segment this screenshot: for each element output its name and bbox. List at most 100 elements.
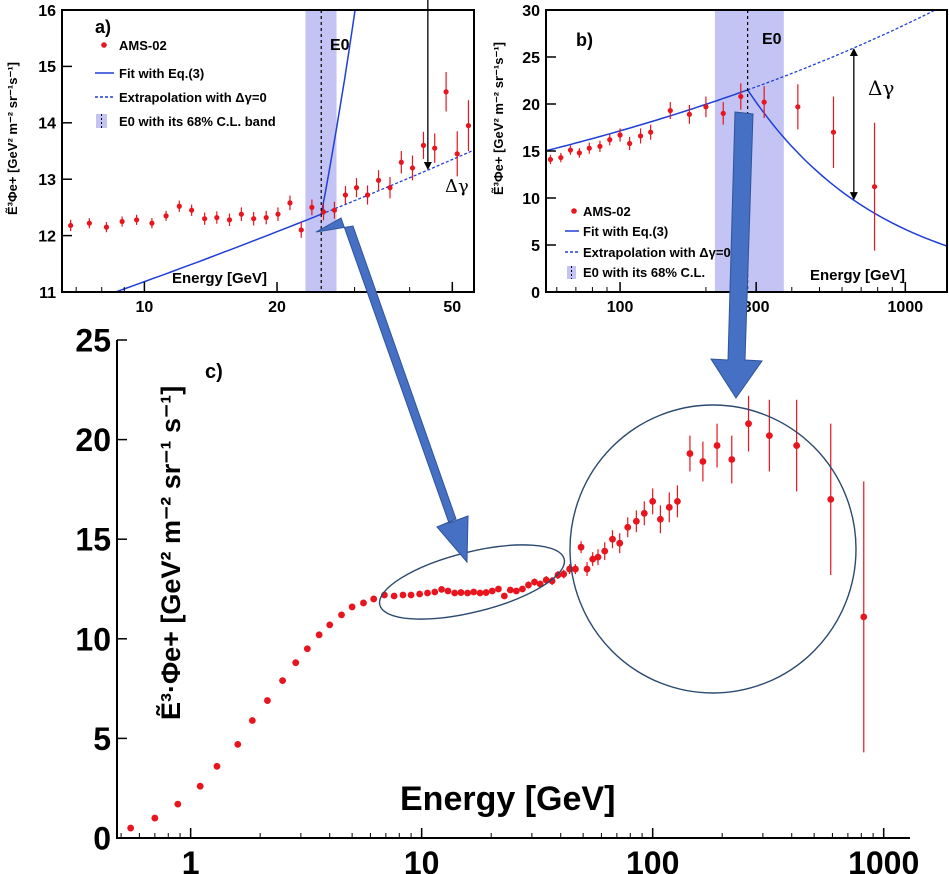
b-ytick-label: 15 [522, 144, 540, 161]
b-legend-band [567, 266, 576, 279]
b-legend-extrap: Extrapolation with Δγ=0 [583, 245, 731, 260]
a-fit-low [113, 213, 322, 292]
b-data-point [761, 99, 767, 105]
c-data-point [609, 535, 616, 543]
c-data-point [512, 587, 520, 595]
c-data-point [399, 591, 407, 599]
c-data-point [416, 590, 424, 598]
c-data-point [745, 420, 752, 428]
b-xtick-label: 100 [607, 299, 634, 316]
c-xlabel: Energy [GeV] [400, 780, 615, 818]
c-data-point [594, 553, 602, 561]
a-data-point [134, 217, 140, 223]
c-data-point [860, 613, 868, 621]
c-data-point [674, 497, 681, 505]
c-data-point [519, 585, 526, 593]
a-legend-extrap: Extrapolation with Δγ=0 [119, 90, 267, 105]
a-data-point [364, 192, 371, 198]
a-data-point [331, 207, 338, 213]
c-data-point [360, 599, 367, 607]
a-data-point [103, 224, 110, 230]
b-data-point [617, 132, 623, 138]
a-legend-fit: Fit with Eq.(3) [119, 66, 204, 81]
c-data-point [506, 586, 514, 594]
c-data-point [292, 659, 300, 667]
b-extrapolation [747, 10, 937, 91]
b-ytick-label: 5 [531, 238, 540, 255]
delta-gamma-head-top [849, 47, 858, 56]
a-xtick-label: 10 [136, 299, 154, 316]
a-ytick-label: 12 [38, 228, 56, 245]
b-data-point [648, 129, 654, 135]
a-extrapolation [320, 149, 474, 215]
c-data-point [464, 589, 471, 597]
a-data-point [226, 217, 233, 223]
b-delta-gamma-label: Δγ [868, 76, 894, 100]
c-data-point [476, 589, 484, 597]
b-xlabel: Energy [GeV] [810, 267, 905, 284]
a-data-point [251, 216, 257, 222]
a-data-point [342, 192, 349, 198]
b-data-point [667, 107, 673, 114]
c-data-point [827, 495, 835, 503]
a-panel-label: a) [95, 17, 111, 37]
c-panel-label: c) [205, 361, 223, 383]
a-data-point [275, 211, 281, 217]
b-data-point [830, 129, 837, 135]
a-delta-gamma-arrow [423, 0, 432, 171]
b-xtick-label: 1000 [888, 299, 924, 316]
c-data-point [390, 592, 398, 600]
c-data-point [632, 517, 640, 525]
a-data-point [176, 203, 182, 209]
panel-c: 1 10 100 1000 0 5 10 15 20 25 c) Energy [GeV] Ẽ³… [75, 323, 919, 874]
c-data-point [370, 595, 378, 603]
b-data-point [567, 147, 574, 153]
a-xlabel: Energy [GeV] [172, 270, 267, 287]
c-data-point [174, 800, 182, 808]
c-data-point [127, 824, 135, 832]
a-legend: AMS-02 Fit with Eq.(3) Extrapolation wit… [95, 38, 276, 129]
a-ytick-label: 11 [39, 285, 56, 302]
c-data-point [525, 581, 532, 589]
delta-gamma-head-bottom [423, 162, 432, 171]
b-data-point [703, 104, 709, 110]
b-data-point [547, 156, 554, 163]
a-data-point [119, 218, 125, 225]
b-ytick-label: 10 [522, 191, 540, 208]
c-data-point [699, 458, 707, 465]
c-xtick-label: 1000 [848, 845, 919, 874]
c-ytick-label: 15 [75, 522, 111, 558]
a-xtick-label: 50 [443, 299, 461, 316]
c-data-point [234, 740, 242, 748]
b-fit-high [746, 89, 947, 247]
a-data-point [149, 220, 155, 226]
b-fit-low [546, 89, 748, 152]
c-data-point [536, 580, 544, 588]
b-data-point [558, 154, 564, 161]
c-data-point [431, 588, 439, 596]
c-data-point [589, 555, 597, 563]
arrow-a-to-c [315, 217, 469, 564]
c-data-point [601, 547, 609, 555]
b-data-point [686, 111, 692, 117]
c-ytick-label: 25 [75, 323, 111, 359]
b-data-point [597, 143, 603, 149]
b-ylabel: Ẽ³Φe+ [GeV² m⁻² sr⁻¹s⁻¹] [491, 42, 506, 195]
a-data-point [443, 89, 449, 95]
c-ytick-label: 20 [75, 422, 111, 458]
c-data-point [640, 509, 648, 517]
c-data-point [495, 585, 502, 593]
b-data-point [795, 104, 801, 110]
a-data-point [163, 213, 169, 219]
a-data-point [398, 159, 404, 165]
a-delta-gamma-label: Δγ [445, 176, 469, 197]
a-ytick-label: 14 [38, 116, 56, 133]
a-data-point [353, 185, 360, 191]
b-xtick-label: 300 [743, 299, 770, 316]
c-ytick-label: 5 [93, 721, 111, 757]
c-data-point [338, 611, 345, 619]
c-data-point [572, 565, 579, 573]
b-legend-fit: Fit with Eq.(3) [583, 224, 668, 239]
b-legend-ams: AMS-02 [583, 204, 631, 219]
